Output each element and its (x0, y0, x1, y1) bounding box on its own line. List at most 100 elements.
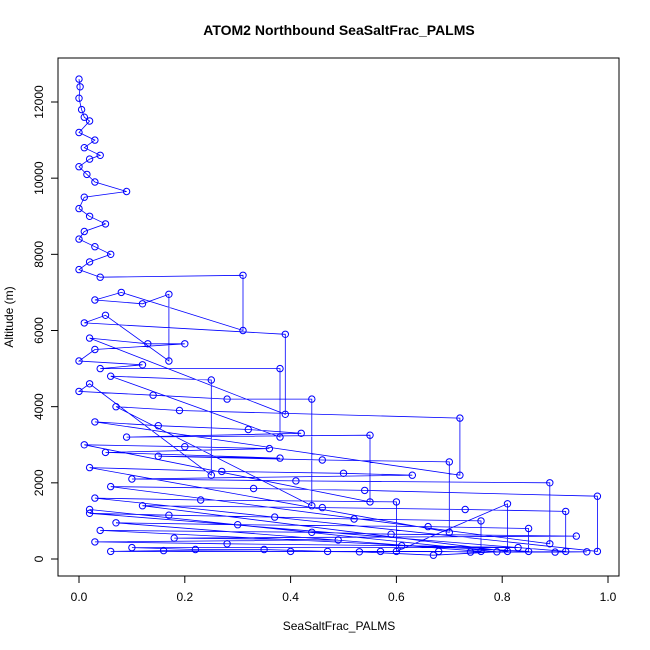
data-point (392, 547, 401, 556)
y-tick-label: 2000 (32, 469, 46, 496)
x-tick-label: 1.0 (600, 590, 617, 604)
data-point (181, 443, 189, 451)
data-point (96, 151, 104, 160)
data-point (75, 387, 83, 396)
data-point (286, 547, 295, 556)
chart-title: ATOM2 Northbound SeaSaltFrac_PALMS (203, 22, 474, 38)
data-point (593, 547, 602, 556)
data-point (593, 492, 602, 500)
data-point (138, 300, 147, 308)
data-point (112, 519, 120, 527)
data-point (107, 547, 115, 556)
data-point (85, 117, 94, 125)
data-point (429, 551, 438, 559)
data-point (85, 258, 94, 266)
y-axis: 0 2000 4000 6000 8000 10000 12000 (32, 85, 59, 562)
data-point (524, 547, 533, 556)
data-point (91, 494, 99, 502)
data-point (165, 357, 173, 365)
data-point (107, 250, 115, 259)
data-point (181, 340, 189, 348)
data-series (75, 75, 602, 559)
data-point (445, 458, 453, 466)
data-point (138, 502, 147, 510)
data-point (424, 522, 432, 531)
data-point (249, 484, 258, 493)
data-point (376, 547, 385, 556)
data-point (154, 452, 163, 460)
x-tick-label: 0.8 (494, 590, 511, 604)
data-point (276, 433, 284, 441)
data-point (456, 414, 464, 422)
data-point (218, 467, 226, 476)
data-point (366, 498, 374, 506)
data-point (234, 521, 242, 529)
data-point (355, 548, 364, 556)
data-point (562, 507, 570, 516)
data-point (207, 376, 216, 384)
data-point (75, 204, 83, 213)
data-point (122, 433, 131, 441)
data-point (91, 136, 99, 144)
data-point (276, 454, 284, 462)
data-point (91, 178, 99, 186)
data-point (191, 545, 200, 554)
data-point (223, 395, 231, 403)
data-point (197, 496, 205, 504)
data-point (308, 528, 316, 536)
data-point (91, 296, 99, 304)
data-point (101, 220, 110, 228)
data-point (503, 500, 512, 508)
data-point (80, 113, 89, 121)
data-point (387, 530, 395, 538)
data-point (265, 444, 274, 453)
data-point (308, 395, 316, 403)
x-tick-label: 0.2 (176, 590, 193, 604)
x-tick-label: 0.0 (71, 590, 88, 604)
data-point (583, 548, 591, 556)
data-point (350, 515, 358, 523)
data-point (107, 482, 115, 491)
data-point (318, 456, 326, 464)
y-tick-label: 0 (32, 555, 46, 562)
y-tick-label: 8000 (32, 241, 46, 268)
data-point (77, 105, 86, 114)
data-point (101, 448, 110, 457)
data-point (91, 243, 99, 251)
data-point (398, 542, 406, 550)
y-axis-label: Altitude (m) (2, 286, 16, 347)
data-point (435, 547, 443, 556)
data-point (91, 538, 99, 546)
x-tick-label: 0.6 (388, 590, 405, 604)
data-point (80, 441, 89, 449)
data-point (85, 380, 94, 388)
data-point (128, 543, 136, 552)
x-axis-label: SeaSaltFrac_PALMS (283, 619, 396, 633)
data-point (165, 290, 173, 298)
x-tick-label: 0.4 (282, 590, 299, 604)
data-point (339, 469, 348, 477)
data-point (75, 265, 83, 274)
data-point (85, 463, 94, 472)
data-point (392, 498, 401, 506)
data-point (477, 517, 485, 525)
data-point (83, 170, 91, 179)
data-point (75, 94, 83, 102)
data-point (260, 545, 268, 554)
data-point (75, 357, 83, 365)
data-point (122, 187, 131, 196)
data-point (75, 75, 83, 83)
data-point (159, 546, 168, 555)
data-point (514, 543, 522, 552)
data-point (223, 540, 231, 548)
data-point (80, 319, 89, 327)
data-point (96, 364, 104, 373)
data-point (334, 536, 342, 544)
data-point (96, 273, 104, 281)
data-point (361, 486, 369, 495)
data-point (75, 128, 83, 137)
data-point (117, 288, 126, 297)
x-axis: 0.0 0.2 0.4 0.6 0.8 1.0 (71, 575, 617, 604)
data-point (76, 83, 84, 91)
y-tick-label: 10000 (32, 161, 46, 195)
